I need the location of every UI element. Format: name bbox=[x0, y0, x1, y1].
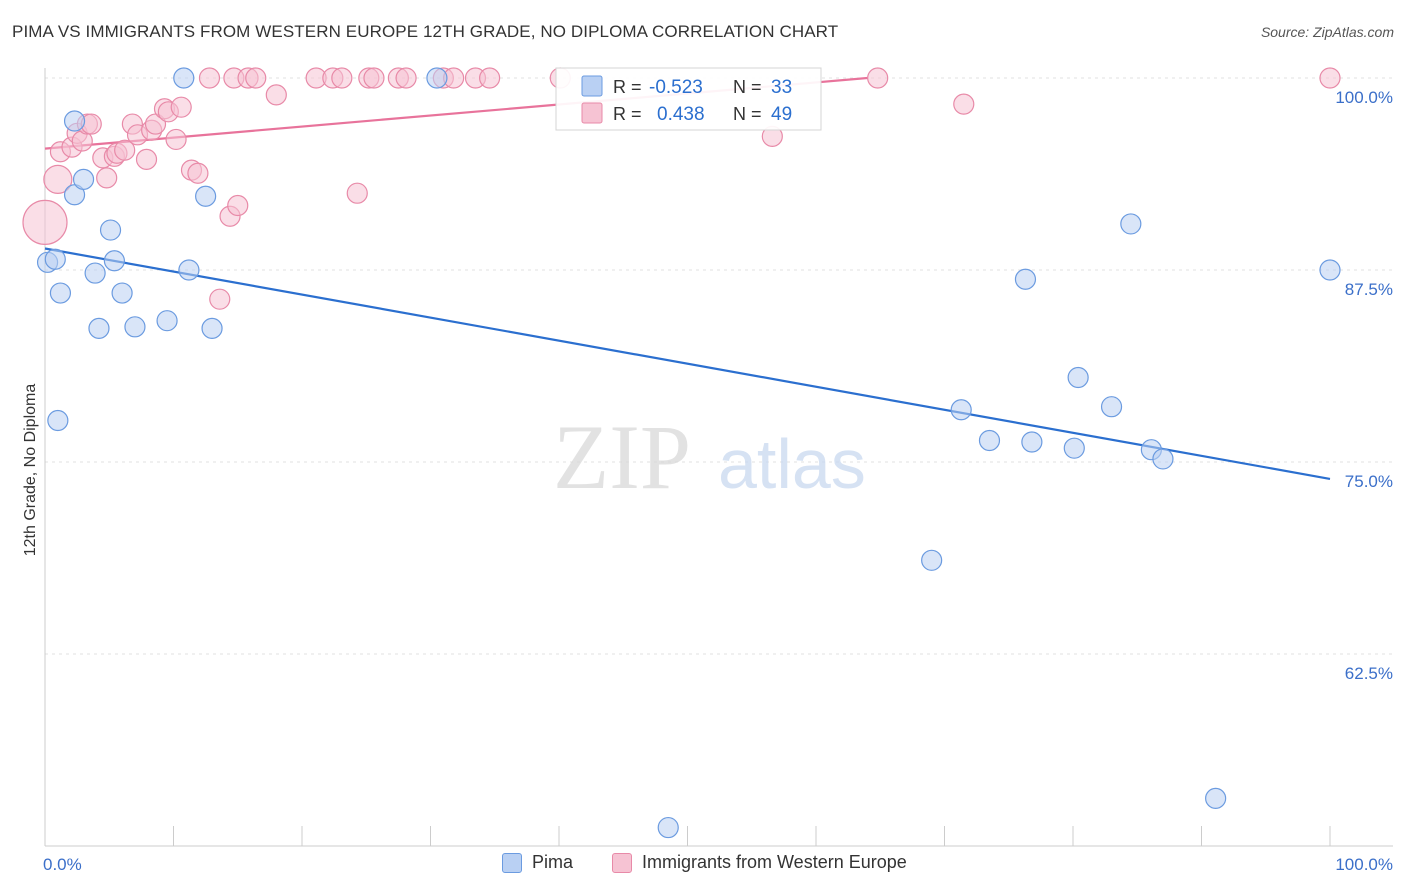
immigrants-point bbox=[363, 67, 385, 89]
immigrants-point bbox=[22, 199, 68, 245]
immigrants-point bbox=[953, 93, 975, 115]
x-ticks bbox=[44, 826, 1331, 846]
pima-point bbox=[1067, 366, 1089, 389]
legend-item-pima: Pima bbox=[502, 852, 573, 873]
pima-point bbox=[1152, 448, 1174, 470]
stats-legend-immigrants-n-label: N = bbox=[733, 104, 762, 124]
stats-legend-immigrants-swatch bbox=[581, 102, 603, 124]
pima-point bbox=[47, 409, 69, 432]
pima-point bbox=[195, 185, 217, 207]
pima-point bbox=[88, 317, 110, 339]
pima-point bbox=[978, 429, 1001, 452]
pima-point bbox=[72, 168, 95, 190]
y-tick-label: 100.0% bbox=[1335, 88, 1393, 107]
x-tick-label-max: 100.0% bbox=[1335, 855, 1393, 874]
pima-point bbox=[1319, 259, 1341, 281]
immigrants-point bbox=[1319, 67, 1341, 89]
immigrants-point bbox=[114, 139, 136, 161]
pima-point bbox=[84, 262, 106, 284]
pima-point bbox=[49, 282, 72, 304]
y-tick-label: 62.5% bbox=[1345, 664, 1393, 683]
axes bbox=[44, 68, 1393, 847]
pima-point bbox=[1100, 396, 1123, 418]
pima-point bbox=[426, 67, 448, 89]
legend-item-immigrants: Immigrants from Western Europe bbox=[612, 852, 907, 873]
stats-legend-pima-n-value: 33 bbox=[771, 77, 792, 98]
pima-point bbox=[1120, 213, 1142, 235]
x-tick-label-min: 0.0% bbox=[43, 855, 82, 874]
pima-points bbox=[36, 67, 1341, 839]
pima-point bbox=[657, 816, 679, 839]
pima-point bbox=[201, 317, 223, 339]
stats-legend-immigrants-r-label: R = bbox=[613, 104, 642, 124]
pima-point bbox=[178, 259, 200, 281]
immigrants-point bbox=[479, 67, 501, 89]
gridlines bbox=[45, 77, 1393, 655]
immigrants-point bbox=[227, 194, 249, 217]
y-tick-label: 75.0% bbox=[1345, 472, 1393, 491]
chart-title: PIMA VS IMMIGRANTS FROM WESTERN EUROPE 1… bbox=[12, 22, 839, 41]
legend-swatch-pima bbox=[502, 852, 522, 873]
immigrants-point bbox=[346, 182, 368, 204]
bottom-legend: Pima Immigrants from Western Europe bbox=[0, 852, 1406, 876]
stats-legend-immigrants-r-value: 0.438 bbox=[657, 104, 705, 125]
trend-line-pima bbox=[44, 247, 1331, 480]
pima-point bbox=[99, 219, 122, 241]
y-tick-label: 87.5% bbox=[1345, 280, 1393, 299]
immigrants-point bbox=[331, 67, 353, 89]
pima-point bbox=[124, 316, 146, 338]
pima-point bbox=[1014, 268, 1037, 290]
stats-legend-pima-swatch bbox=[581, 75, 603, 97]
pima-point bbox=[111, 282, 133, 304]
stats-legend-pima-r-value: -0.523 bbox=[649, 77, 703, 98]
pima-point bbox=[950, 399, 972, 421]
pima-point bbox=[1205, 787, 1227, 809]
stats-legend-pima-r-label: R = bbox=[613, 77, 642, 97]
immigrants-point bbox=[395, 67, 417, 89]
legend-label-immigrants: Immigrants from Western Europe bbox=[642, 852, 907, 872]
immigrants-point bbox=[867, 67, 889, 89]
immigrants-point bbox=[245, 67, 267, 89]
watermark: ZIP atlas bbox=[553, 406, 866, 508]
pima-point bbox=[1063, 437, 1085, 459]
immigrants-point bbox=[43, 164, 73, 194]
legend-swatch-immigrants bbox=[612, 852, 632, 873]
immigrants-point bbox=[209, 288, 231, 310]
watermark-atlas: atlas bbox=[718, 425, 866, 503]
source-label: Source: ZipAtlas.com bbox=[1260, 24, 1394, 40]
legend-label-pima: Pima bbox=[532, 852, 574, 872]
immigrants-point bbox=[170, 96, 192, 118]
pima-point bbox=[103, 250, 125, 272]
y-tick-labels: 62.5% 75.0% 87.5% 100.0% bbox=[1335, 88, 1393, 683]
immigrants-point bbox=[165, 128, 187, 151]
immigrants-point bbox=[96, 167, 118, 189]
watermark-zip: ZIP bbox=[553, 406, 691, 508]
immigrants-point bbox=[265, 84, 287, 106]
immigrants-point bbox=[198, 67, 221, 89]
immigrants-point bbox=[135, 148, 158, 171]
pima-point bbox=[44, 248, 66, 270]
pima-point bbox=[63, 110, 86, 132]
stats-legend-immigrants-n-value: 49 bbox=[771, 104, 792, 125]
pima-point bbox=[173, 67, 195, 89]
pima-point bbox=[1021, 431, 1043, 453]
stats-legend: R = -0.523 N = 33 R = 0.438 N = 49 bbox=[555, 67, 822, 131]
pima-point bbox=[156, 310, 178, 332]
pima-point bbox=[921, 549, 943, 571]
stats-legend-pima-n-label: N = bbox=[733, 77, 762, 97]
immigrants-point bbox=[187, 162, 209, 184]
